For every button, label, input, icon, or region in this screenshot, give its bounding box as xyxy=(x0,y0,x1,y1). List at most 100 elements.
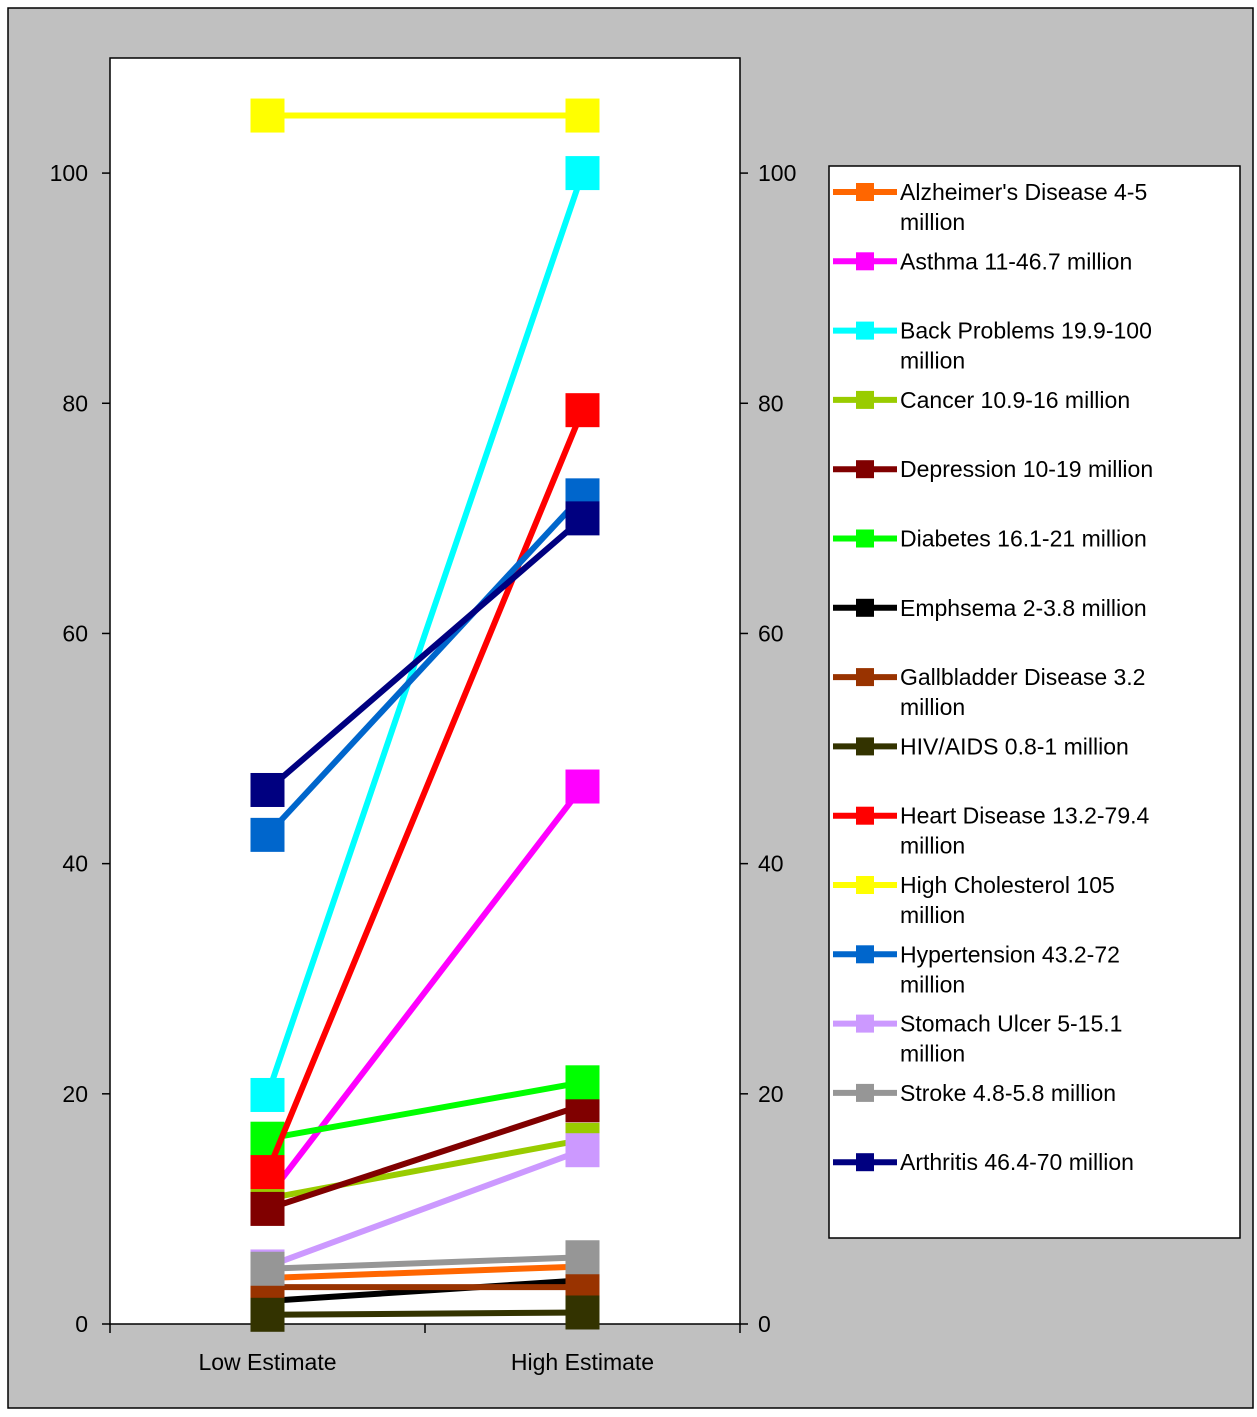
series-line xyxy=(265,493,585,837)
y-tick-label-left: 40 xyxy=(62,851,88,877)
legend-label: million xyxy=(900,1041,965,1067)
legend-label: Cancer 10.9-16 million xyxy=(900,387,1130,413)
legend-marker xyxy=(856,183,874,201)
legend-entry: Back Problems 19.9-100 million xyxy=(833,318,1152,374)
data-point xyxy=(565,1133,600,1168)
legend-entry: Diabetes 16.1-21 million xyxy=(833,526,1147,552)
data-point xyxy=(250,772,285,807)
legend-label: Asthma 11-46.7 million xyxy=(900,248,1132,274)
legend-entry: Arthritis 46.4-70 million xyxy=(833,1149,1134,1175)
legend: Alzheimer's Disease 4-5 million Asthma 11-… xyxy=(828,165,1241,1239)
data-point xyxy=(250,1155,285,1190)
series xyxy=(250,501,600,807)
legend-marker xyxy=(856,806,874,825)
x-tick-label: Low Estimate xyxy=(198,1349,336,1375)
legend-entry: Hypertension 43.2-72 million xyxy=(833,941,1120,997)
data-point xyxy=(565,98,600,133)
legend-entry: High Cholesterol 105 million xyxy=(833,872,1115,928)
y-tick-label-right: 100 xyxy=(758,160,796,186)
legend-label: million xyxy=(900,902,965,928)
series-line xyxy=(266,1102,584,1212)
legend-entry: Alzheimer's Disease 4-5 million xyxy=(833,179,1147,235)
legend-marker xyxy=(856,876,874,894)
y-tick-label-left: 80 xyxy=(62,390,88,416)
y-axis-left: 0 20 40 60 80 100 xyxy=(50,160,110,1337)
data-point xyxy=(565,1065,600,1100)
data-point xyxy=(565,393,600,428)
series-line xyxy=(267,1277,583,1304)
y-tick-label-right: 40 xyxy=(758,851,784,877)
plot-area xyxy=(109,57,741,1325)
x-tick-label: High Estimate xyxy=(511,1349,654,1375)
legend-marker xyxy=(856,945,874,964)
series-line xyxy=(266,1079,584,1142)
legend-entry: Depression 10-19 million xyxy=(833,456,1153,482)
legend-marker xyxy=(856,1153,874,1172)
legend-label: million xyxy=(900,833,965,859)
data-point xyxy=(250,1297,285,1332)
legend-label: Stroke 4.8-5.8 million xyxy=(900,1080,1116,1106)
series-line xyxy=(267,1309,583,1318)
y-tick-label-right: 20 xyxy=(758,1081,784,1107)
legend-label: Gallbladder Disease 3.2 xyxy=(900,664,1145,690)
data-point xyxy=(565,1240,600,1275)
series-line xyxy=(265,516,585,793)
legend-entry: Emphsema 2-3.8 million xyxy=(833,595,1147,621)
legend-label: HIV/AIDS 0.8-1 million xyxy=(900,733,1129,759)
legend-marker xyxy=(856,1083,874,1102)
legend-marker xyxy=(856,460,874,479)
data-point xyxy=(565,769,600,804)
legend-label: Stomach Ulcer 5-15.1 xyxy=(900,1011,1122,1037)
legend-box xyxy=(828,165,1241,1239)
series-line xyxy=(267,1263,583,1281)
legend-marker xyxy=(856,1014,874,1033)
legend-label: million xyxy=(900,971,965,997)
legend-marker xyxy=(856,390,874,409)
data-point xyxy=(565,1295,600,1330)
y-tick-label-right: 60 xyxy=(758,620,784,646)
series xyxy=(250,98,600,133)
data-point xyxy=(250,817,285,852)
legend-entry: Heart Disease 13.2-79.4 million xyxy=(833,803,1150,859)
legend-label: Arthritis 46.4-70 million xyxy=(900,1149,1134,1175)
legend-label: million xyxy=(900,209,965,235)
legend-label: High Cholesterol 105 xyxy=(900,872,1115,898)
legend-entry: Stomach Ulcer 5-15.1 million xyxy=(833,1011,1122,1067)
y-tick-label-right: 80 xyxy=(758,390,784,416)
legend-entry: HIV/AIDS 0.8-1 million xyxy=(833,733,1129,759)
legend-label: Alzheimer's Disease 4-5 xyxy=(900,179,1147,205)
legend-entry: Gallbladder Disease 3.2 million xyxy=(833,664,1145,720)
series-layer xyxy=(250,98,600,1332)
y-tick-label-left: 20 xyxy=(62,1081,88,1107)
x-axis: Low Estimate High Estimate xyxy=(109,1324,741,1375)
legend-label: Back Problems 19.9-100 xyxy=(900,318,1152,344)
legend-marker xyxy=(856,252,874,271)
series xyxy=(250,156,600,1112)
legend-marker xyxy=(856,321,874,340)
data-point xyxy=(565,501,600,536)
data-point xyxy=(250,1251,285,1286)
legend-marker xyxy=(856,529,874,548)
series xyxy=(250,393,600,1190)
y-tick-label-right: 0 xyxy=(758,1311,771,1337)
legend-label: million xyxy=(900,348,965,374)
series-line xyxy=(264,172,586,1096)
legend-marker xyxy=(856,598,874,617)
y-tick-label-left: 100 xyxy=(50,160,88,186)
series xyxy=(250,1295,600,1332)
y-tick-label-left: 60 xyxy=(62,620,88,646)
data-point xyxy=(250,98,285,133)
legend-label: million xyxy=(900,694,965,720)
series-line xyxy=(266,1147,584,1270)
series xyxy=(250,1240,600,1286)
y-tick-label-left: 0 xyxy=(75,1311,88,1337)
legend-entry: Cancer 10.9-16 million xyxy=(833,387,1130,413)
legend-marker xyxy=(856,737,874,756)
legend-label: Depression 10-19 million xyxy=(900,456,1153,482)
legend-entry: Stroke 4.8-5.8 million xyxy=(833,1080,1116,1106)
legend-label: Diabetes 16.1-21 million xyxy=(900,526,1147,552)
series-line xyxy=(264,409,586,1174)
legend-entry: Asthma 11-46.7 million xyxy=(833,248,1132,274)
